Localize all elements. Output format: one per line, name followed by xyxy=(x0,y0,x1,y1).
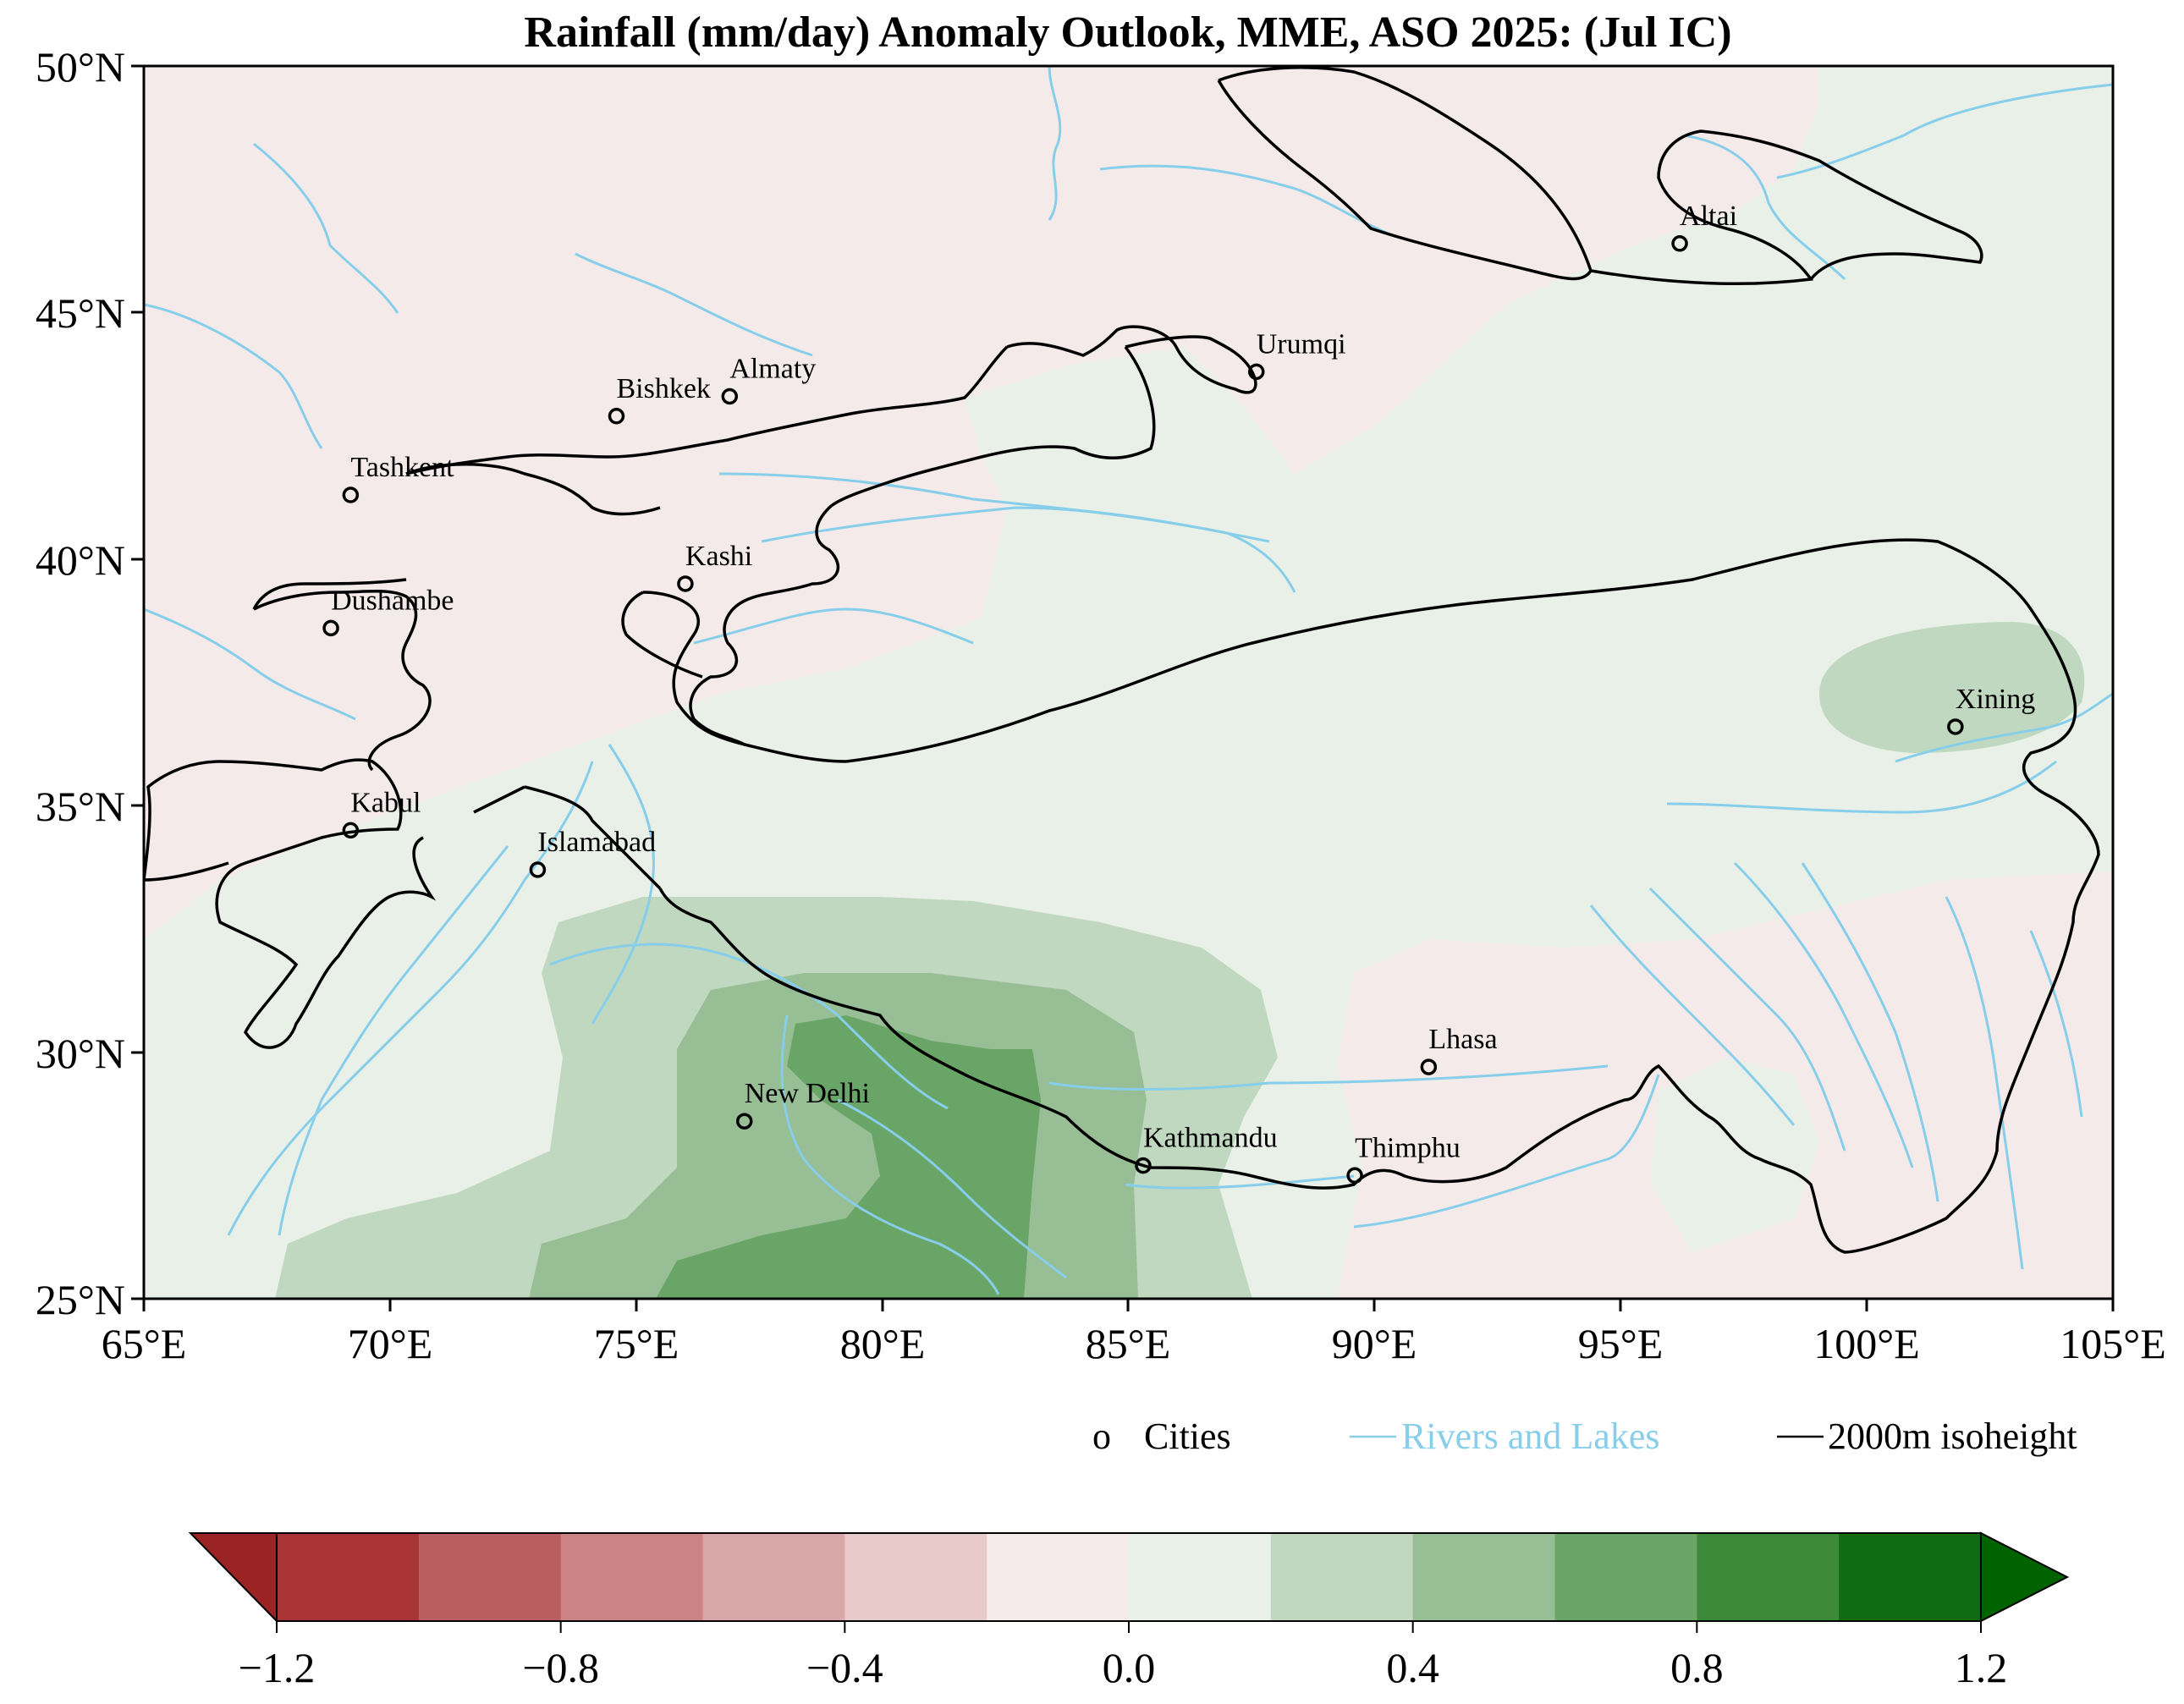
colorbar-segment xyxy=(702,1533,845,1621)
lon-tick-label: 85°E xyxy=(1086,1320,1171,1367)
lon-tick-label: 95°E xyxy=(1578,1320,1664,1367)
anomaly-fill-0.2-0.4-xining xyxy=(1819,622,2085,753)
rivers-and-lakes xyxy=(144,66,2113,1295)
city-marker xyxy=(1947,718,1964,735)
map-area: Altai Urumqi Almaty Bishkek Tashkent Kashi Dus… xyxy=(144,66,2113,1299)
lon-tick-labels: 65°E 70°E 75°E 80°E 85°E 90°E 95°E 100°E… xyxy=(102,1320,2166,1367)
colorbar: −1.2 −0.8 −0.4 0.0 0.4 0.8 1.2 xyxy=(188,1531,2070,1691)
cities-legend-marker: o xyxy=(1092,1415,1111,1457)
colorbar-segment xyxy=(418,1533,562,1621)
colorbar-tick-label: −0.8 xyxy=(522,1644,599,1691)
isoheight-2000m xyxy=(144,66,2100,1254)
city-marker xyxy=(342,486,360,503)
colorbar-ticks: −1.2 −0.8 −0.4 0.0 0.4 0.8 1.2 xyxy=(239,1621,2008,1691)
colorbar-tick-label: −1.2 xyxy=(239,1644,316,1691)
city-label: Urumqi xyxy=(1257,328,1346,360)
lat-tick-label: 30°N xyxy=(36,1030,125,1077)
lon-tick-label: 75°E xyxy=(594,1320,679,1367)
colorbar-segment xyxy=(1129,1533,1272,1621)
lon-tick-label: 65°E xyxy=(102,1320,187,1367)
city-label: Dushambe xyxy=(331,585,454,616)
city-marker xyxy=(1420,1058,1438,1075)
city-marker xyxy=(1248,363,1265,381)
isoheight-legend-label: 2000m isoheight xyxy=(1828,1415,2077,1457)
city-marker xyxy=(1135,1157,1152,1174)
lon-tick-label: 105°E xyxy=(2060,1320,2166,1367)
lon-tick-label: 70°E xyxy=(348,1320,433,1367)
colorbar-tick-label: 0.0 xyxy=(1103,1644,1156,1691)
city-marker xyxy=(529,861,547,878)
map-title: Rainfall (mm/day) Anomaly Outlook, MME, … xyxy=(524,8,1731,57)
city-label: Altai xyxy=(1680,201,1737,232)
legend: o Cities Rivers and Lakes 2000m isoheigh… xyxy=(1092,1415,2077,1457)
city-marker xyxy=(1671,235,1688,252)
city-label: Kashi xyxy=(685,541,752,572)
lat-tick-label: 25°N xyxy=(36,1276,125,1323)
city-label: Almaty xyxy=(729,353,816,384)
city-label: Islamabad xyxy=(537,827,656,858)
city-marker xyxy=(721,388,739,405)
lat-tick-labels: 50°N 45°N 40°N 35°N 30°N 25°N xyxy=(36,43,125,1323)
colorbar-segment xyxy=(560,1533,703,1621)
colorbar-segment xyxy=(1697,1533,1840,1621)
city-marker xyxy=(342,822,360,839)
colorbar-tick-label: 1.2 xyxy=(1955,1644,2008,1691)
colorbar-over-arrow xyxy=(1980,1531,2070,1623)
colorbar-segment xyxy=(1554,1533,1697,1621)
lat-tick-label: 35°N xyxy=(36,783,125,830)
city-label: Thimphu xyxy=(1355,1132,1461,1163)
cities-legend-label: Cities xyxy=(1144,1415,1231,1457)
lon-tick-label: 90°E xyxy=(1332,1320,1417,1367)
city-label: Bishkek xyxy=(616,373,710,404)
colorbar-under-arrow xyxy=(188,1532,278,1624)
lat-tick-label: 40°N xyxy=(36,536,125,584)
colorbar-segment xyxy=(1839,1533,1982,1621)
colorbar-segment xyxy=(277,1533,420,1621)
city-marker xyxy=(1346,1167,1363,1185)
city-label: Lhasa xyxy=(1428,1024,1497,1055)
colorbar-segments xyxy=(277,1533,1982,1621)
city-label: Kathmandu xyxy=(1143,1123,1278,1154)
city-label: Kabul xyxy=(350,787,421,818)
rivers-legend-label: Rivers and Lakes xyxy=(1401,1415,1659,1457)
city-label: New Delhi xyxy=(745,1078,870,1109)
lon-tick-label: 80°E xyxy=(840,1320,926,1367)
city-label: Tashkent xyxy=(350,452,454,483)
colorbar-segment xyxy=(987,1533,1130,1621)
city-marker xyxy=(608,408,625,425)
anomaly-fill-0.6-0.8 xyxy=(656,1015,1041,1299)
city-marker xyxy=(677,575,694,592)
colorbar-segment xyxy=(844,1533,987,1621)
tick-marks xyxy=(131,64,2115,1311)
colorbar-tick-label: 0.4 xyxy=(1386,1644,1439,1691)
city-label: Xining xyxy=(1956,684,2035,715)
colorbar-tick-label: 0.8 xyxy=(1670,1644,1724,1691)
colorbar-segment xyxy=(1412,1533,1555,1621)
city-marker xyxy=(735,1113,753,1130)
lat-tick-label: 50°N xyxy=(36,43,125,91)
cities-layer: Altai Urumqi Almaty Bishkek Tashkent Kashi Dus… xyxy=(322,201,2035,1185)
colorbar-segment xyxy=(1270,1533,1414,1621)
lon-tick-label: 100°E xyxy=(1813,1320,1920,1367)
lat-tick-label: 45°N xyxy=(36,289,125,337)
city-marker xyxy=(322,619,339,637)
colorbar-tick-label: −0.4 xyxy=(806,1644,883,1691)
